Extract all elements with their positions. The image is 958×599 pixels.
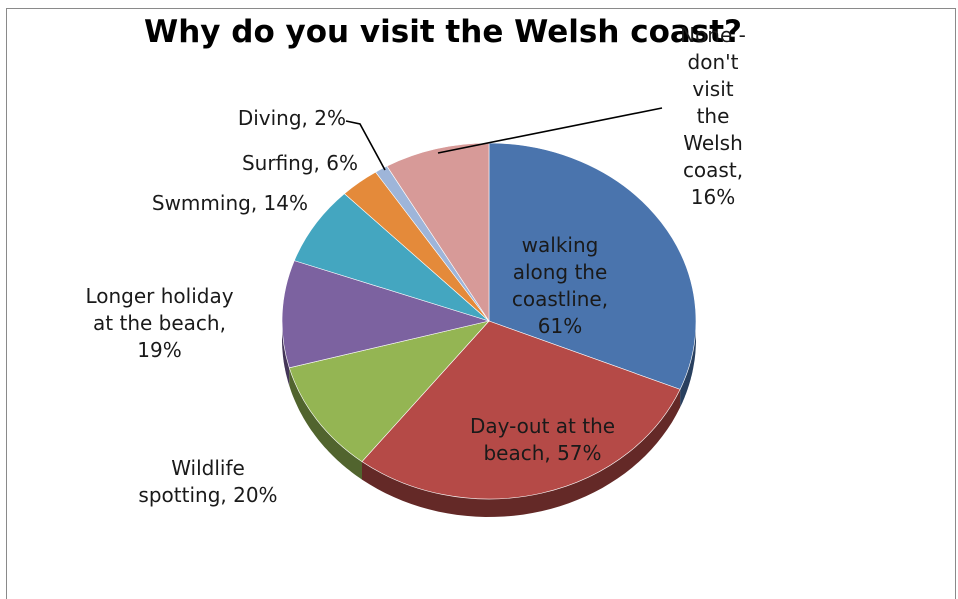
chart-frame [6, 8, 956, 599]
pie-slice-walking-along-the-coastline [488, 142, 697, 390]
leader-line-none [437, 107, 663, 154]
label-walking: walking along the coastline, 61% [511, 233, 609, 338]
pie-side-longer-holiday-at-the-beach [282, 321, 290, 386]
label-surfing: Surfing, 6% [241, 151, 358, 175]
label-wildlife: Wildlife spotting, 20% [138, 456, 278, 507]
pie-slice-longer-holiday-at-the-beach [281, 260, 491, 369]
pie-side-day-out-at-the-beach [362, 389, 681, 517]
label-none: None - don't visit the Welsh coast, 16% [680, 23, 746, 209]
leader-line-diving [345, 120, 386, 171]
label-swimming: Swmming, 14% [151, 191, 308, 215]
label-diving: Diving, 2% [237, 106, 346, 130]
label-day-out: Day-out at the beach, 57% [469, 414, 616, 465]
pie-side-walking-along-the-coastline [680, 321, 696, 408]
pie-slice-day-out-at-the-beach [361, 320, 681, 500]
pie-side-wildlife-spotting [289, 367, 362, 480]
label-longer-holiday: Longer holiday at the beach, 19% [85, 284, 234, 362]
chart-title: Why do you visit the Welsh coast? [144, 14, 743, 50]
